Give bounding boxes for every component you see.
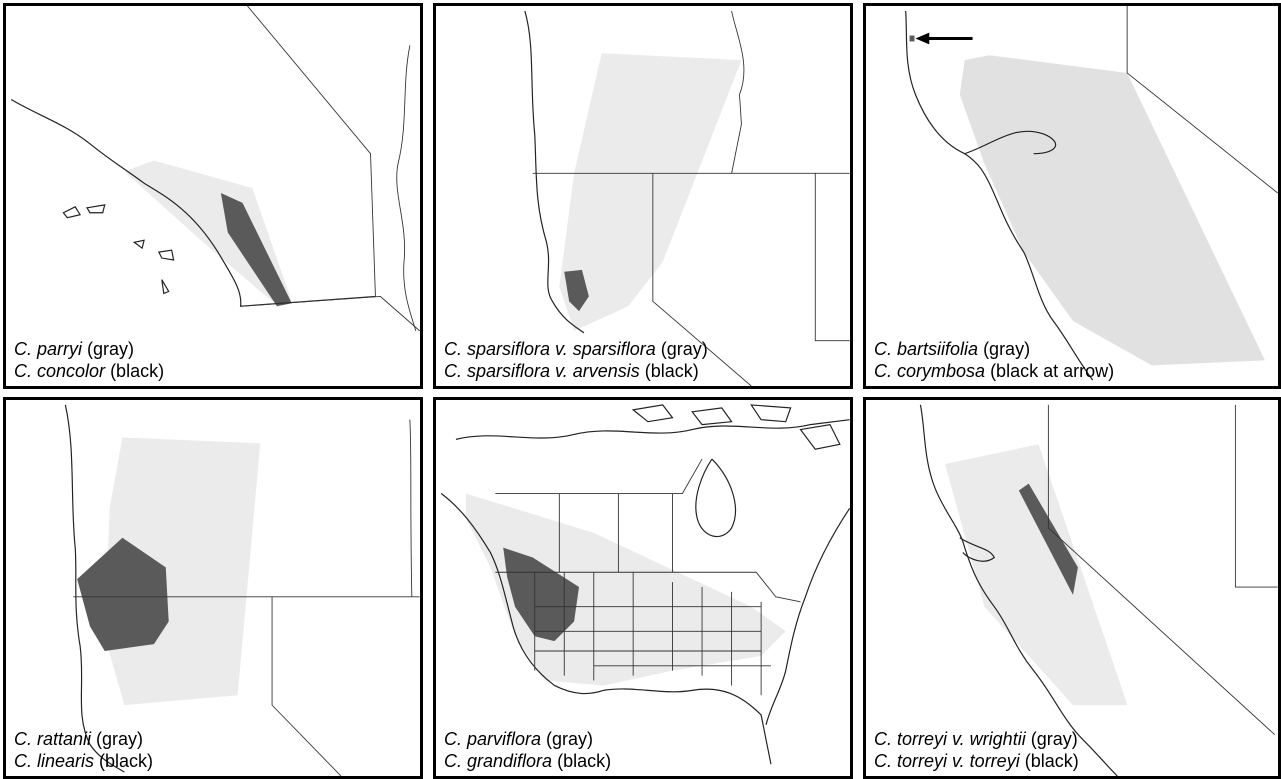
gray-species-name: C. bartsiifolia	[874, 339, 979, 359]
map-panel-rattanii-linearis: C. rattanii (gray) C. linearis (black)	[3, 397, 423, 779]
map-north-america	[440, 404, 850, 765]
caption-gray-line: C. sparsiflora v. sparsiflora (gray)	[444, 338, 708, 360]
gray-label: (gray)	[87, 339, 135, 359]
range-black	[564, 269, 589, 312]
island-4	[157, 249, 175, 261]
gray-label: (gray)	[546, 729, 594, 749]
black-label: (black)	[1024, 751, 1079, 771]
range-gray	[559, 53, 742, 331]
gray-species-name: C. torreyi v. wrightii	[874, 729, 1026, 749]
mexico-border	[240, 295, 420, 332]
gray-species-name: C. sparsiflora v. sparsiflora	[444, 339, 656, 359]
state-border	[1126, 6, 1278, 194]
map-southern-california	[10, 6, 420, 332]
black-species-name: C. corymbosa	[874, 361, 986, 381]
coastline	[64, 404, 125, 773]
west-coast	[440, 493, 604, 695]
black-species-name: C. torreyi v. torreyi	[874, 751, 1020, 771]
black-label: (black)	[644, 361, 699, 381]
map-northern-california	[905, 6, 1278, 381]
black-label: (black)	[110, 361, 165, 381]
caption-black-line: C. concolor (black)	[14, 360, 164, 382]
caption-black-line: C. linearis (black)	[14, 750, 153, 772]
caption-black-line: C. corymbosa (black at arrow)	[874, 360, 1114, 382]
black-label: (black)	[557, 751, 612, 771]
panel-caption: C. parviflora (gray) C. grandiflora (bla…	[444, 728, 611, 772]
black-species-name: C. grandiflora	[444, 751, 553, 771]
state-border	[1047, 404, 1276, 735]
border-ne	[396, 45, 417, 331]
island-5	[161, 279, 170, 295]
gray-label: (gray)	[660, 339, 708, 359]
panel-caption: C. bartsiifolia (gray) C. corymbosa (bla…	[874, 338, 1114, 382]
black-label: (black at arrow)	[990, 361, 1115, 381]
caption-gray-line: C. bartsiifolia (gray)	[874, 338, 1114, 360]
range-black	[77, 537, 169, 651]
state-line-nevada	[652, 173, 752, 386]
black-species-name: C. linearis	[14, 751, 95, 771]
gulf-coast	[603, 688, 772, 765]
island-1	[62, 206, 82, 219]
coastline	[919, 404, 1118, 776]
black-label: (black)	[99, 751, 154, 771]
gray-label: (gray)	[1030, 729, 1078, 749]
coastline	[905, 10, 1094, 381]
map-panel-parryi-concolor: C. parryi (gray) C. concolor (black)	[3, 3, 423, 389]
panel-caption: C. torreyi v. wrightii (gray) C. torreyi…	[874, 728, 1079, 772]
state-line-east	[1234, 404, 1278, 588]
range-black	[909, 35, 915, 42]
caption-black-line: C. sparsiflora v. arvensis (black)	[444, 360, 708, 382]
gray-species-name: C. rattanii	[14, 729, 92, 749]
range-black	[503, 547, 580, 642]
state-line-east	[731, 10, 745, 174]
map-panel-bartsiifolia-corymbosa: C. bartsiifolia (gray) C. corymbosa (bla…	[863, 3, 1281, 389]
caption-black-line: C. torreyi v. torreyi (black)	[874, 750, 1079, 772]
hudson-bay	[695, 458, 736, 538]
panel-caption: C. rattanii (gray) C. linearis (black)	[14, 728, 153, 772]
gray-label: (gray)	[96, 729, 144, 749]
caption-gray-line: C. parryi (gray)	[14, 338, 164, 360]
us-states-grid	[534, 572, 771, 696]
range-gray	[959, 55, 1265, 366]
map-oregon-california-2	[64, 404, 420, 776]
gray-species-name: C. parryi	[14, 339, 83, 359]
arrow-marker	[915, 32, 973, 45]
caption-gray-line: C. rattanii (gray)	[14, 728, 153, 750]
map-panel-torreyi: C. torreyi v. wrightii (gray) C. torreyi…	[863, 397, 1281, 779]
bay-outline	[964, 130, 1057, 155]
panel-caption: C. sparsiflora v. sparsiflora (gray) C. …	[444, 338, 708, 382]
arctic-islands	[631, 404, 841, 450]
bay-outline	[959, 537, 995, 562]
east-coast	[765, 507, 850, 725]
canada-us-border	[495, 571, 801, 603]
range-black	[1018, 483, 1078, 595]
map-panel-parviflora-grandiflora: C. parviflora (gray) C. grandiflora (bla…	[433, 397, 853, 779]
map-panel-sparsiflora: C. sparsiflora v. sparsiflora (gray) C. …	[433, 3, 853, 389]
caption-black-line: C. grandiflora (black)	[444, 750, 611, 772]
state-line-nevada	[271, 596, 342, 776]
state-border	[247, 6, 376, 297]
range-black	[220, 193, 292, 307]
map-california-nevada	[919, 404, 1278, 776]
range-gray	[945, 444, 1128, 706]
island-3	[132, 239, 145, 250]
panel-caption: C. parryi (gray) C. concolor (black)	[14, 338, 164, 382]
black-species-name: C. concolor	[14, 361, 106, 381]
state-line-utah	[814, 173, 850, 342]
map-oregon-california	[524, 10, 850, 386]
caption-gray-line: C. parviflora (gray)	[444, 728, 611, 750]
island-2	[86, 204, 106, 214]
coastline	[10, 99, 376, 307]
gray-label: (gray)	[983, 339, 1031, 359]
arctic-coast	[455, 419, 850, 440]
coastline	[524, 10, 585, 334]
gray-species-name: C. parviflora	[444, 729, 542, 749]
state-line-east	[409, 419, 413, 597]
canada-provinces	[495, 458, 703, 573]
arrow-head	[915, 32, 930, 45]
caption-gray-line: C. torreyi v. wrightii (gray)	[874, 728, 1079, 750]
black-species-name: C. sparsiflora v. arvensis	[444, 361, 640, 381]
range-gray	[124, 160, 292, 302]
